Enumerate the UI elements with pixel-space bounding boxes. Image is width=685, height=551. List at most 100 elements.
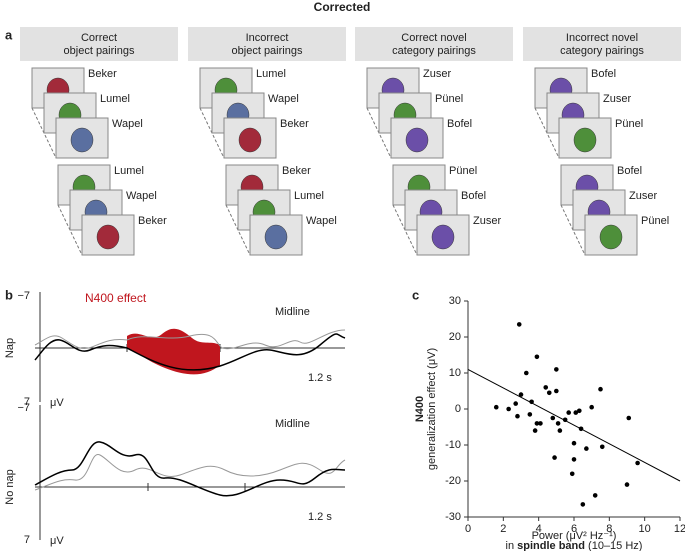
- object-label: Beker: [280, 118, 309, 130]
- header-text: object pairings: [64, 45, 135, 57]
- condition-label: No nap: [4, 469, 16, 504]
- wave-line: [34, 329, 346, 350]
- label-part: (10–15 Hz): [585, 540, 642, 551]
- object-label: Beker: [138, 215, 167, 227]
- data-point: [518, 392, 524, 397]
- object-label: Zuser: [603, 93, 631, 105]
- data-point: [513, 401, 518, 406]
- object-image: [599, 224, 623, 250]
- object-label: Bofel: [591, 68, 616, 80]
- data-point: [554, 367, 559, 372]
- data-point: [571, 440, 577, 446]
- object-image: [405, 127, 429, 153]
- data-point: [532, 428, 538, 433]
- fit-line: [467, 368, 681, 482]
- object-image: [573, 127, 597, 153]
- effect-label: N400 effect: [85, 291, 147, 305]
- data-point: [584, 446, 589, 451]
- x-tick-label: 10: [639, 523, 651, 535]
- location-label: Midline: [275, 306, 310, 318]
- x-tick-label: 2: [500, 523, 506, 535]
- data-point: [566, 410, 571, 415]
- object-label: Lumel: [294, 190, 324, 202]
- column-header: [355, 27, 513, 61]
- data-point: [571, 457, 577, 462]
- header-text: Correct: [81, 32, 117, 44]
- data-point: [555, 421, 561, 426]
- y-axis-label: N400: [414, 396, 426, 422]
- data-point: [598, 386, 603, 392]
- object-label: Wapel: [268, 93, 299, 105]
- data-point: [578, 426, 584, 432]
- label-part: in: [506, 540, 518, 551]
- column-header: [523, 27, 681, 61]
- data-point: [515, 413, 520, 419]
- effect-area: [127, 328, 220, 375]
- x-axis-label: in spindle band (10–15 Hz): [506, 540, 643, 551]
- object-image: [238, 127, 262, 153]
- wave-line: [34, 454, 346, 491]
- object-image: [264, 224, 288, 250]
- y-tick-label: −7: [17, 402, 30, 414]
- header-text: object pairings: [232, 45, 303, 57]
- object-label: Pünel: [449, 165, 477, 177]
- object-label: Zuser: [423, 68, 451, 80]
- condition-label: Nap: [4, 338, 16, 358]
- x-tick-label: 8: [606, 523, 612, 535]
- time-label: 1.2 s: [308, 372, 332, 384]
- panel-label: b: [5, 287, 13, 302]
- time-label: 1.2 s: [308, 511, 332, 523]
- object-label: Wapel: [126, 190, 157, 202]
- object-label: Beker: [88, 68, 117, 80]
- data-point: [543, 385, 549, 390]
- data-point: [552, 455, 557, 460]
- x-tick-label: 4: [536, 523, 542, 535]
- nap-plot: [34, 292, 346, 402]
- unit-label: μV: [50, 397, 64, 409]
- data-point: [538, 421, 543, 426]
- data-point: [569, 471, 575, 477]
- header-text: category pairings: [392, 45, 476, 57]
- object-image: [431, 224, 455, 250]
- object-label: Zuser: [473, 215, 501, 227]
- wave-line: [34, 441, 346, 497]
- x-tick-label: 0: [465, 523, 471, 535]
- data-point: [534, 421, 540, 426]
- object-label: Bofel: [617, 165, 642, 177]
- data-point: [580, 502, 586, 507]
- object-label: Wapel: [306, 215, 337, 227]
- data-point: [516, 322, 522, 327]
- data-point: [546, 390, 552, 396]
- no-nap-plot: [34, 405, 346, 540]
- data-point: [573, 410, 579, 415]
- label-part: spindle band: [517, 540, 585, 551]
- y-tick-label: 30: [449, 295, 461, 307]
- object-label: Lumel: [256, 68, 286, 80]
- y-tick-label: -10: [445, 439, 461, 451]
- data-point: [527, 412, 533, 417]
- data-point: [529, 399, 534, 405]
- header-text: Correct novel: [401, 32, 466, 44]
- header-text: category pairings: [560, 45, 644, 57]
- data-point: [599, 444, 605, 450]
- x-axis-label: Power (μV² Hz⁻¹): [532, 530, 617, 542]
- y-tick-label: 7: [24, 534, 30, 546]
- header-text: Incorrect: [246, 32, 289, 44]
- data-point: [506, 406, 511, 412]
- unit-label: μV: [50, 535, 64, 547]
- object-label: Lumel: [100, 93, 130, 105]
- data-point: [635, 460, 640, 466]
- y-tick-label: 7: [24, 396, 30, 408]
- data-point: [562, 417, 568, 423]
- panel-label: a: [5, 27, 13, 42]
- column-header: [188, 27, 346, 61]
- data-point: [577, 408, 582, 414]
- data-point: [624, 482, 630, 487]
- object-label: Lumel: [114, 165, 144, 177]
- y-tick-label: -20: [445, 475, 461, 487]
- object-label: Pünel: [641, 215, 669, 227]
- object-label: Pünel: [435, 93, 463, 105]
- y-tick-label: -30: [445, 511, 461, 523]
- object-label: Beker: [282, 165, 311, 177]
